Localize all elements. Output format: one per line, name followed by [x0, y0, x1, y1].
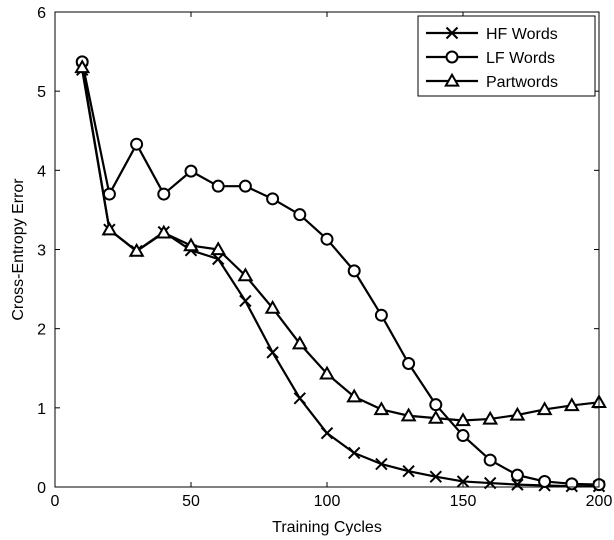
data-point — [375, 457, 388, 471]
data-point — [320, 232, 334, 246]
data-point — [347, 264, 361, 278]
data-point — [239, 294, 252, 308]
plot-frame — [54, 11, 600, 488]
data-point — [183, 237, 199, 252]
data-point — [563, 397, 580, 412]
data-point — [511, 478, 524, 491]
series-partwords — [74, 59, 607, 427]
legend-marker — [444, 72, 460, 87]
series-line — [81, 61, 600, 486]
axis-ticks: 0 50 100 150 200 0 1 2 3 4 5 6 — [37, 5, 612, 510]
legend: HF Words LF Words Partwords — [417, 15, 596, 97]
data-point — [429, 398, 443, 412]
data-point — [509, 406, 526, 421]
data-point — [427, 409, 444, 424]
series-hf-words — [75, 63, 606, 493]
legend-label: LF Words — [486, 50, 555, 67]
y-tick-label: 6 — [37, 5, 46, 22]
data-point — [455, 412, 471, 427]
y-tick-label: 4 — [37, 163, 46, 180]
x-tick-label: 200 — [586, 493, 613, 510]
data-point — [74, 59, 91, 74]
data-point — [483, 453, 497, 467]
data-point — [210, 241, 227, 256]
data-point — [266, 346, 279, 359]
series-line — [81, 67, 600, 422]
data-point — [373, 401, 390, 416]
data-point — [238, 179, 252, 193]
data-point — [157, 187, 171, 201]
data-point — [456, 429, 470, 443]
data-point — [237, 267, 254, 282]
data-point — [211, 179, 225, 193]
data-point — [320, 426, 334, 440]
data-point — [510, 468, 524, 482]
data-point — [184, 164, 198, 178]
data-point — [482, 410, 499, 425]
x-axis-title: Training Cycles — [272, 519, 382, 536]
y-tick-label: 2 — [37, 322, 46, 339]
legend-marker — [445, 50, 459, 64]
y-tick-label: 5 — [37, 84, 46, 101]
data-point — [565, 477, 579, 491]
data-point — [402, 464, 415, 478]
data-point — [293, 392, 307, 405]
data-point — [538, 474, 552, 488]
x-tick-label: 100 — [314, 493, 341, 510]
data-point — [211, 252, 225, 266]
data-point — [293, 208, 307, 222]
data-point — [536, 401, 553, 416]
y-tick-label: 3 — [37, 243, 46, 260]
data-point — [291, 335, 308, 350]
data-point — [429, 470, 443, 483]
data-point — [347, 446, 361, 460]
series-line — [81, 69, 599, 488]
legend-label: Partwords — [486, 74, 558, 91]
data-point — [128, 242, 145, 257]
data-point — [346, 388, 363, 403]
y-tick-label: 0 — [37, 480, 46, 497]
y-tick-label: 1 — [37, 401, 46, 418]
data-point — [400, 407, 417, 422]
legend-item: Partwords — [426, 72, 558, 91]
series-layer — [74, 55, 607, 493]
data-point — [319, 365, 335, 380]
data-point — [264, 299, 281, 314]
data-point — [456, 475, 470, 488]
data-point — [155, 224, 172, 239]
data-point — [130, 137, 144, 151]
legend-item: LF Words — [426, 50, 555, 67]
data-point — [102, 187, 116, 201]
y-axis-title: Cross-Entropy Error — [10, 178, 27, 321]
data-point — [374, 308, 388, 322]
series-lf-words — [75, 55, 606, 492]
x-tick-label: 50 — [182, 493, 200, 510]
data-point — [402, 357, 416, 370]
legend-item: HF Words — [426, 26, 558, 43]
x-tick-label: 150 — [450, 493, 477, 510]
data-point — [101, 221, 118, 236]
legend-label: HF Words — [486, 26, 558, 43]
data-point — [266, 192, 280, 206]
x-tick-label: 0 — [51, 493, 60, 510]
legend-marker — [445, 26, 459, 40]
